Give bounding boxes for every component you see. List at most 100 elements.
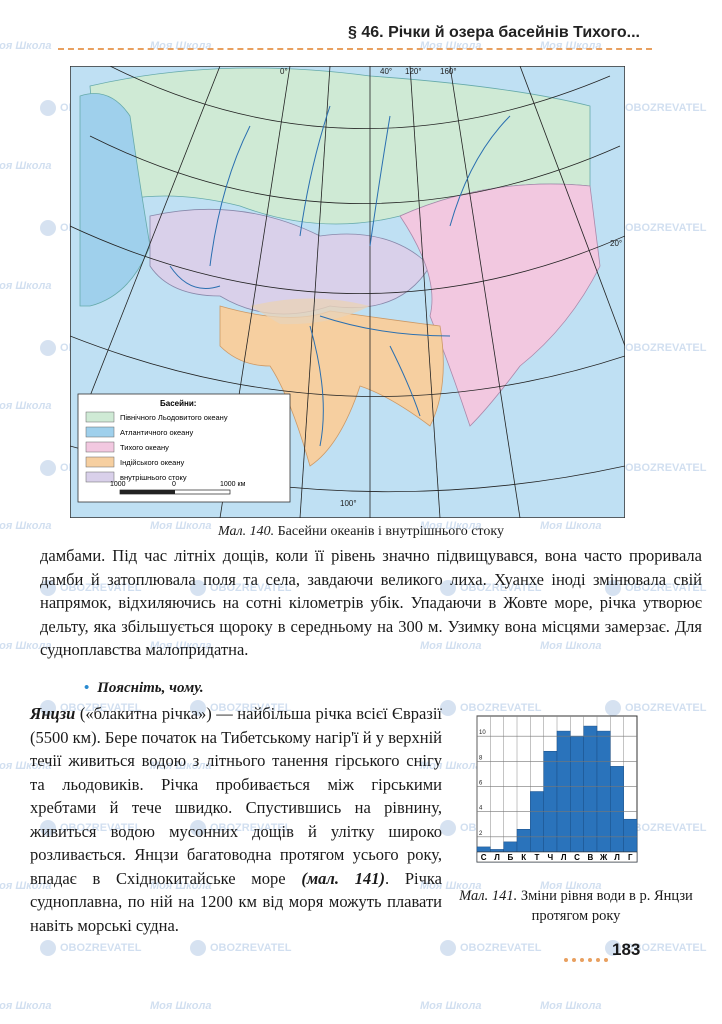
map: 0° 40° 120° 160° 20° 100° Басейни: Північного … bbox=[70, 66, 625, 518]
bar bbox=[556, 730, 571, 863]
legend-swatch bbox=[85, 441, 115, 453]
watermark: Моя Школа bbox=[0, 160, 51, 172]
figure-caption: Мал. 140. Басейни океанів і внутрішнього… bbox=[60, 524, 662, 540]
map-scale: 1000 0 1000 км bbox=[110, 481, 246, 495]
y-tick-label: 10 bbox=[479, 730, 486, 736]
watermark: Моя Школа bbox=[0, 520, 51, 532]
graticule-labels: 0° 40° 120° 160° 20° 100° bbox=[280, 67, 622, 508]
watermark: OBOZREVATEL bbox=[190, 940, 291, 956]
watermark-text: OBOZREVATEL bbox=[625, 461, 707, 474]
watermark-text: Моя Школа bbox=[0, 160, 52, 172]
bullet-dot: • bbox=[84, 680, 90, 696]
x-tick-label: Ч bbox=[548, 853, 554, 862]
watermark: Моя Школа bbox=[0, 1000, 51, 1012]
graticule-label: 120° bbox=[405, 67, 422, 76]
x-tick-label: К bbox=[521, 853, 526, 862]
x-tick-label: Б bbox=[507, 853, 513, 862]
page-ornament bbox=[564, 958, 608, 962]
x-tick-label: Л bbox=[494, 853, 500, 862]
graticule-label: 40° bbox=[380, 67, 392, 76]
basin-atlantic bbox=[79, 93, 151, 307]
watermark-logo bbox=[40, 940, 56, 956]
legend-swatch bbox=[85, 426, 115, 438]
watermark-text: Моя Школа bbox=[0, 520, 52, 532]
watermark-logo bbox=[440, 940, 456, 956]
running-header: § 46. Річки й озера басейнів Тихого... bbox=[348, 24, 640, 41]
page-number: 183 bbox=[612, 940, 641, 959]
watermark-text: OBOZREVATEL bbox=[60, 941, 142, 954]
x-tick-label: Т bbox=[535, 853, 540, 862]
legend-swatch bbox=[85, 411, 115, 423]
rivers bbox=[169, 105, 511, 447]
watermark: Моя Школа bbox=[0, 40, 51, 52]
watermark-text: Моя Школа bbox=[0, 280, 52, 292]
legend-swatch bbox=[85, 471, 115, 483]
legend-label: внутрішнього стоку bbox=[120, 473, 187, 482]
graticule-label: 100° bbox=[340, 499, 357, 508]
paragraph: дамбами. Під час літніх дощів, коли її р… bbox=[40, 546, 702, 659]
watermark-text: Моя Школа bbox=[420, 1000, 482, 1012]
watermark-logo bbox=[40, 340, 56, 356]
graticule-label: 0° bbox=[280, 67, 288, 76]
bar bbox=[570, 735, 584, 863]
watermark-logo bbox=[40, 100, 56, 116]
caption-text: Басейни океанів і внутрішнього стоку bbox=[277, 524, 504, 539]
watermark-text: Моя Школа bbox=[0, 400, 52, 412]
scale-bar-fill bbox=[120, 490, 175, 494]
paragraph-body: («блакитна річка») — найбільша річка всі… bbox=[30, 704, 442, 888]
task-bullet: • Поясніть, чому. bbox=[84, 680, 204, 697]
watermark-text: OBOZREVATEL bbox=[460, 941, 542, 954]
watermark: Моя Школа bbox=[420, 1000, 481, 1012]
watermark-logo bbox=[40, 460, 56, 476]
legend-label: Північного Льодовитого океану bbox=[120, 413, 228, 422]
scale-label: 1000 км bbox=[220, 481, 246, 488]
legend-swatch bbox=[85, 456, 115, 468]
tibet-plateau bbox=[250, 298, 370, 325]
watermark: Моя Школа bbox=[150, 40, 211, 52]
caption-text: Зміни рівня води в р. Янцзи протягом рок… bbox=[520, 888, 693, 924]
watermark: Моя Школа bbox=[0, 400, 51, 412]
paragraph: Янцзи («блакитна річка») — найбільша річ… bbox=[30, 702, 442, 937]
x-tick-label: Л bbox=[614, 853, 620, 862]
legend-label: Індійського океану bbox=[120, 458, 184, 467]
x-tick-label: Г bbox=[628, 853, 633, 862]
watermark-text: Моя Школа bbox=[0, 1000, 52, 1012]
graticule-label: 20° bbox=[610, 239, 622, 248]
watermark: Моя Школа bbox=[150, 1000, 211, 1012]
graticule-label: 160° bbox=[440, 67, 457, 76]
x-tick-label: С bbox=[481, 853, 487, 862]
scale-label: 0 bbox=[172, 481, 176, 488]
watermark-text: Моя Школа bbox=[150, 40, 212, 52]
watermark-text: OBOZREVATEL bbox=[625, 221, 707, 234]
bar bbox=[583, 725, 598, 863]
caption-label: Мал. 141. bbox=[459, 888, 518, 904]
label-row-bg bbox=[476, 851, 638, 863]
watermark: Моя Школа bbox=[0, 280, 51, 292]
caption-label: Мал. 140. bbox=[218, 524, 275, 539]
y-tick-label: 8 bbox=[479, 755, 483, 761]
figure-reference: (мал. 141) bbox=[301, 868, 385, 888]
x-tick-label: С bbox=[574, 853, 580, 862]
watermark-logo bbox=[40, 220, 56, 236]
watermark-logo bbox=[190, 940, 206, 956]
term: Янцзи bbox=[30, 704, 76, 723]
watermark: OBOZREVATEL bbox=[40, 940, 141, 956]
y-tick-label: 6 bbox=[479, 780, 483, 786]
watermark-text: Моя Школа bbox=[540, 1000, 602, 1012]
task-text: Поясніть, чому. bbox=[97, 680, 204, 696]
watermark-text: Моя Школа bbox=[0, 40, 52, 52]
header-rule bbox=[58, 48, 652, 50]
watermark-text: OBOZREVATEL bbox=[625, 101, 707, 114]
bar bbox=[596, 730, 611, 863]
y-tick-label: 2 bbox=[479, 831, 483, 837]
paragraph-end: . Річка судноплавна, по ній на 1200 км в… bbox=[30, 868, 442, 935]
watermark-logo bbox=[440, 700, 456, 716]
basin-pacific bbox=[399, 183, 601, 427]
legend-title: Басейни: bbox=[160, 399, 196, 408]
scale-label: 1000 bbox=[110, 481, 126, 488]
bar bbox=[610, 766, 624, 863]
figure-caption: Мал. 141. Зміни рівня води в р. Янцзи пр… bbox=[440, 886, 712, 926]
watermark-text: OBOZREVATEL bbox=[625, 341, 707, 354]
